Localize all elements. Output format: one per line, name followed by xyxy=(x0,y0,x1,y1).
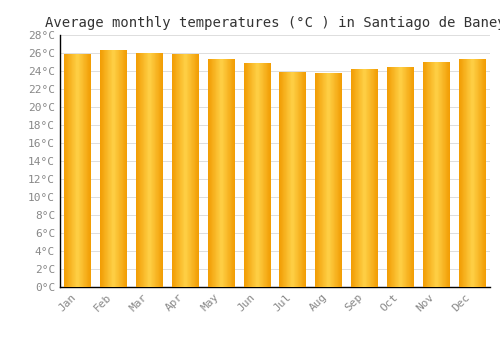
Title: Average monthly temperatures (°C ) in Santiago de Baney: Average monthly temperatures (°C ) in Sa… xyxy=(44,16,500,30)
